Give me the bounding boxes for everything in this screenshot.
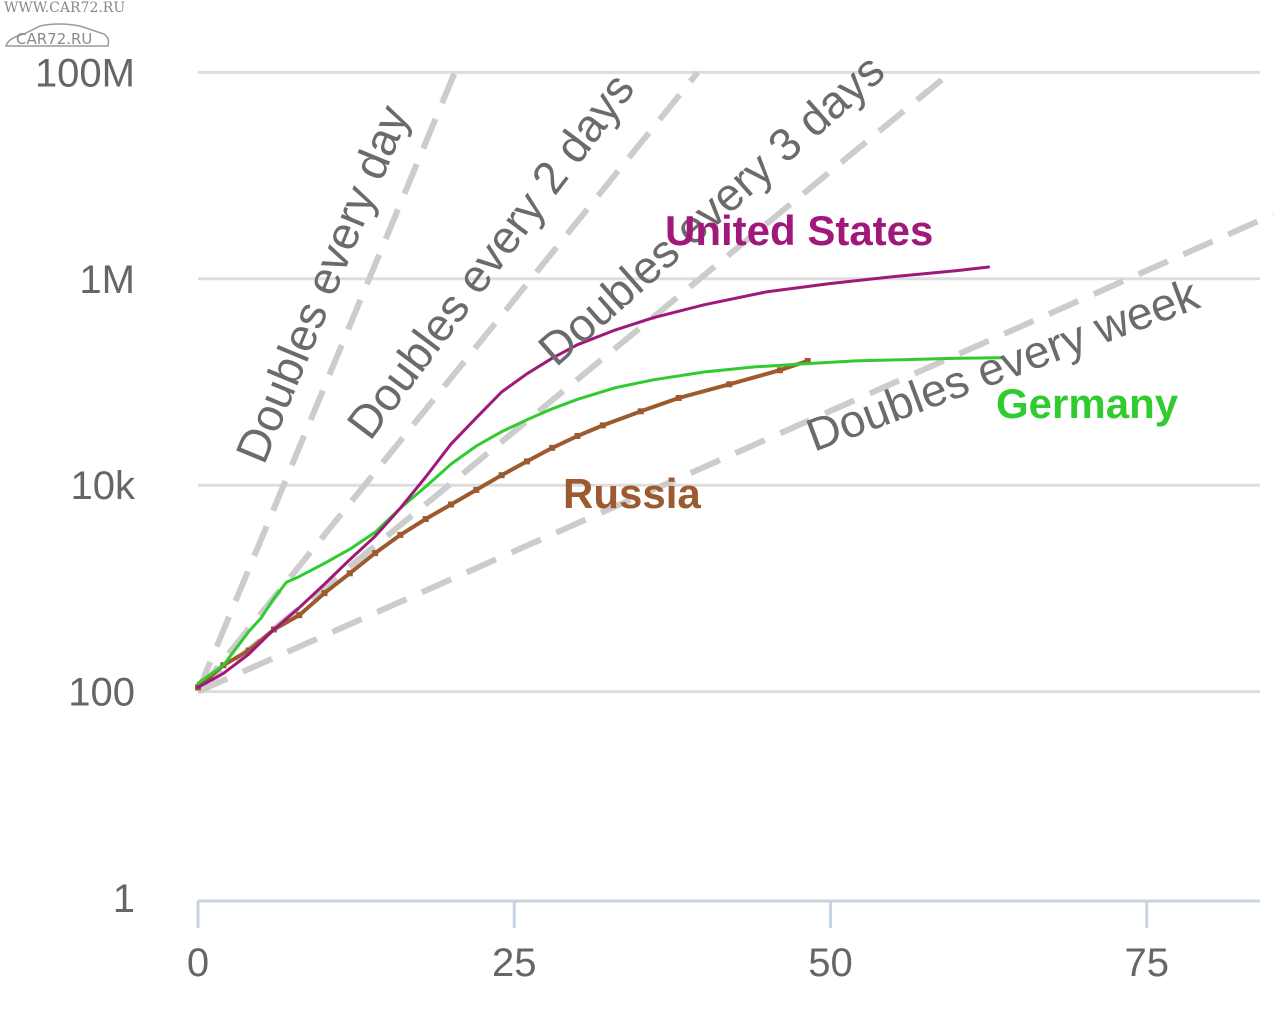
series-label-germany: Germany xyxy=(996,380,1179,427)
y-tick-label: 100 xyxy=(68,671,135,715)
data-point-russia xyxy=(574,432,581,439)
series-line-russia xyxy=(196,358,810,690)
gridlines: 1 100 10k 1M 100M xyxy=(35,51,1260,921)
data-point-russia xyxy=(726,381,733,388)
data-point-russia xyxy=(321,590,328,597)
data-point-russia xyxy=(804,357,811,364)
series-label-russia: Russia xyxy=(563,470,701,517)
ref-label-week: Doubles every week xyxy=(799,267,1206,461)
series-lines xyxy=(195,265,1003,691)
x-tick-label: 75 xyxy=(1125,941,1170,985)
x-tick-label: 50 xyxy=(808,941,853,985)
data-point-russia xyxy=(346,570,353,577)
data-point-russia xyxy=(397,531,404,538)
series-label-united-states: United States xyxy=(665,207,933,254)
data-point-russia xyxy=(245,647,252,654)
data-point-russia xyxy=(296,612,303,619)
x-tick-label: 0 xyxy=(187,941,209,985)
data-point-russia xyxy=(776,367,783,374)
data-point-russia xyxy=(675,394,682,401)
series-line-united-states xyxy=(196,265,991,689)
data-point-russia xyxy=(549,444,556,451)
reference-line xyxy=(195,70,701,694)
y-tick-label: 1M xyxy=(79,258,135,302)
watermark-logo-text: CAR72.RU xyxy=(16,30,92,48)
reference-line xyxy=(195,71,458,693)
data-point-russia xyxy=(473,486,480,493)
data-point-russia xyxy=(422,516,429,523)
data-point-russia xyxy=(372,550,379,557)
car-logo-icon xyxy=(5,23,110,47)
watermark: WWW.CAR72.RU CAR72.RU xyxy=(4,0,125,48)
x-tick-label: 25 xyxy=(492,941,537,985)
y-tick-label: 10k xyxy=(71,464,136,508)
data-point-russia xyxy=(599,422,606,429)
data-point-russia xyxy=(448,501,454,508)
data-point-russia xyxy=(498,472,505,479)
watermark-top-text: WWW.CAR72.RU xyxy=(4,0,125,16)
data-point-russia xyxy=(523,458,530,465)
reference-line xyxy=(196,70,953,694)
reference-line xyxy=(196,211,1275,695)
reference-lines xyxy=(195,70,1275,695)
data-point-russia xyxy=(637,408,644,415)
y-tick-label: 1 xyxy=(113,877,135,921)
series-line-germany xyxy=(196,356,1003,685)
x-axis: 0 25 50 75 xyxy=(187,899,1260,985)
y-tick-label: 100M xyxy=(35,51,135,95)
